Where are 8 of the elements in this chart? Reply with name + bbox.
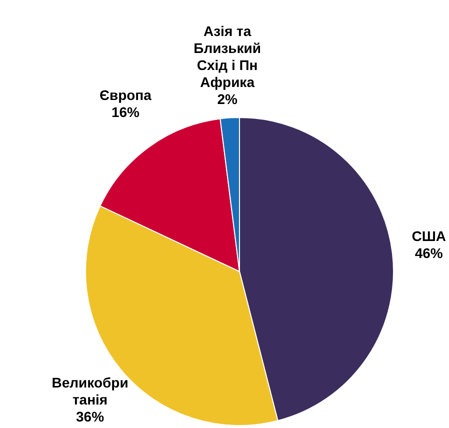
slice-label: США	[412, 228, 446, 244]
data-label: 36%	[76, 408, 105, 424]
data-label: 16%	[111, 104, 140, 120]
slice-label: Азія та Близький Схід і Пн Африка	[194, 22, 261, 90]
data-label: 46%	[414, 245, 444, 262]
slice-label: Великобританія	[52, 374, 128, 408]
slice-label: Європа	[100, 87, 152, 104]
data-label: 2%	[217, 90, 238, 107]
